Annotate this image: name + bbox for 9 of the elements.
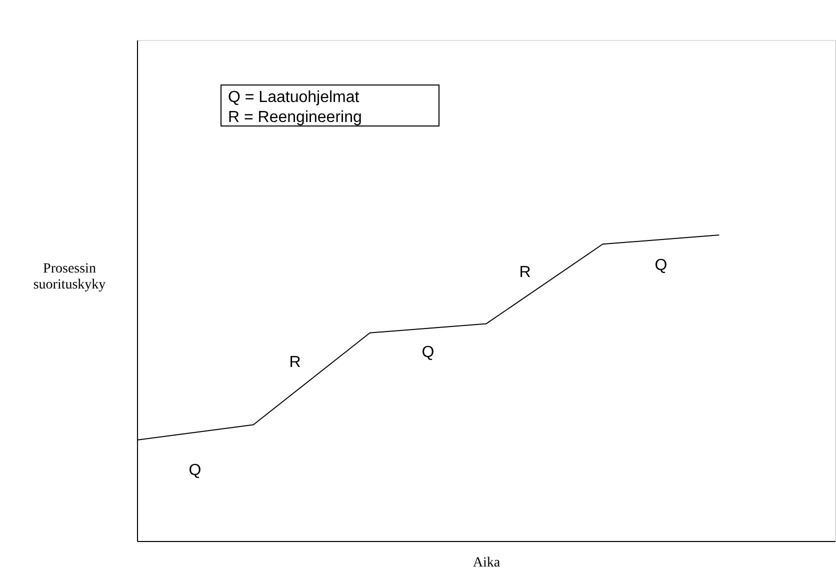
annotation: R: [289, 354, 301, 371]
x-axis-title: Aika: [472, 556, 501, 570]
annotation: Q: [654, 257, 668, 274]
y-axis-title: Prosessin suorituskyky: [33, 262, 106, 292]
text: R = Reengineering: [228, 109, 362, 126]
text: Q = Laatuohjelmat: [228, 89, 360, 106]
annotation: R: [519, 264, 531, 281]
annotation: Q: [188, 462, 202, 479]
annotation: Q: [422, 344, 434, 361]
